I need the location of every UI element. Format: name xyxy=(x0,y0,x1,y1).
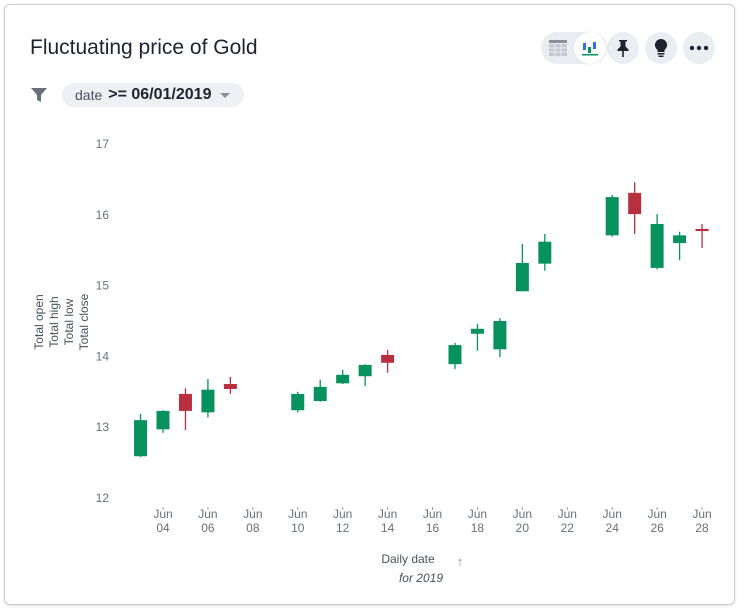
candle-body xyxy=(673,235,687,244)
filter-value: >= 06/01/2019 xyxy=(108,86,212,103)
table-view-button[interactable] xyxy=(542,32,574,64)
x-tick-month: Jun xyxy=(378,507,397,521)
filter-icon[interactable] xyxy=(31,87,47,103)
candle-2019-06-12[interactable] xyxy=(336,369,350,385)
y-axis-label-close: Total close xyxy=(77,293,91,350)
candle-2019-06-05[interactable] xyxy=(178,388,192,431)
sort-ascending-icon[interactable]: ↑ xyxy=(457,554,464,569)
chevron-down-icon xyxy=(220,92,231,98)
candle-2019-06-25[interactable] xyxy=(628,182,642,234)
view-toggle[interactable] xyxy=(541,32,607,64)
candle-2019-06-14[interactable] xyxy=(381,350,395,373)
y-tick-label: 14 xyxy=(96,349,110,363)
candle-body xyxy=(178,393,192,411)
y-axis-label-low: Total low xyxy=(62,298,76,345)
x-tick-day: 12 xyxy=(336,521,350,535)
x-axis-label: Daily date xyxy=(381,552,435,566)
lightbulb-icon xyxy=(654,38,668,57)
candle-body xyxy=(605,197,619,236)
filter-field: date xyxy=(75,87,103,103)
x-tick-day: 18 xyxy=(471,521,485,535)
candle-2019-06-21[interactable] xyxy=(538,233,552,271)
pin-button[interactable] xyxy=(607,32,639,64)
candle-body xyxy=(313,386,327,402)
x-tick-month: Jun xyxy=(603,507,622,521)
x-tick-month: Jun xyxy=(288,507,307,521)
candle-body xyxy=(156,410,170,430)
candle-2019-06-04[interactable] xyxy=(156,410,170,433)
candle-2019-06-28[interactable] xyxy=(695,224,709,249)
pin-icon xyxy=(617,40,629,57)
y-axis-label-open: Total open xyxy=(32,294,46,349)
candle-body xyxy=(448,345,462,365)
x-tick-day: 20 xyxy=(516,521,530,535)
candle-body xyxy=(336,374,350,384)
chart-icon xyxy=(582,42,598,56)
date-filter-chip[interactable]: date >= 06/01/2019 xyxy=(62,83,245,107)
y-tick-label: 12 xyxy=(96,491,110,505)
candle-body xyxy=(515,262,529,292)
x-tick-day: 24 xyxy=(606,521,620,535)
page-title: Fluctuating price of Gold xyxy=(30,36,258,59)
y-tick-label: 16 xyxy=(96,208,110,222)
x-tick-day: 08 xyxy=(246,521,260,535)
candle-body xyxy=(538,241,552,264)
candle-2019-06-18[interactable] xyxy=(470,323,484,351)
chart-view-button[interactable] xyxy=(574,32,606,64)
y-tick-label: 13 xyxy=(96,420,110,434)
candle-2019-06-27[interactable] xyxy=(673,231,687,261)
x-tick-month: Jun xyxy=(558,507,577,521)
candle-body xyxy=(381,354,395,363)
candle-2019-06-19[interactable] xyxy=(493,318,507,358)
x-tick-day: 04 xyxy=(156,521,170,535)
y-tick-label: 15 xyxy=(96,279,110,293)
candle-body xyxy=(650,224,664,268)
candle-2019-06-13[interactable] xyxy=(358,364,372,387)
candle-body xyxy=(695,228,709,232)
candle-2019-06-06[interactable] xyxy=(201,379,215,418)
candle-body xyxy=(134,420,148,457)
x-tick-month: Jun xyxy=(513,507,532,521)
y-tick-label: 17 xyxy=(96,137,110,151)
table-icon xyxy=(549,40,567,56)
more-icon xyxy=(689,45,709,51)
insights-button[interactable] xyxy=(645,32,677,64)
x-tick-day: 06 xyxy=(201,521,215,535)
candle-body xyxy=(493,321,507,350)
candle-body xyxy=(291,393,305,411)
candle-2019-06-11[interactable] xyxy=(313,379,327,402)
candle-2019-06-17[interactable] xyxy=(448,342,462,370)
x-tick-month: Jun xyxy=(153,507,172,521)
candle-2019-06-20[interactable] xyxy=(515,243,529,292)
candle-2019-06-03[interactable] xyxy=(134,413,148,457)
x-tick-month: Jun xyxy=(243,507,262,521)
x-tick-day: 22 xyxy=(561,521,575,535)
x-tick-month: Jun xyxy=(647,507,666,521)
x-tick-day: 26 xyxy=(650,521,664,535)
x-tick-day: 16 xyxy=(426,521,440,535)
candle-2019-06-07[interactable] xyxy=(223,376,237,394)
candle-body xyxy=(628,192,642,215)
x-tick-month: Jun xyxy=(692,507,711,521)
candle-body xyxy=(223,384,237,389)
x-tick-day: 28 xyxy=(695,521,709,535)
more-options-button[interactable] xyxy=(683,32,715,64)
candle-body xyxy=(201,389,215,413)
candle-2019-06-24[interactable] xyxy=(605,194,619,237)
y-axis-label-high: Total high xyxy=(47,296,61,347)
x-tick-month: Jun xyxy=(333,507,352,521)
x-tick-month: Jun xyxy=(198,507,217,521)
candle-body xyxy=(470,328,484,334)
x-tick-month: Jun xyxy=(423,507,442,521)
x-tick-day: 14 xyxy=(381,521,395,535)
x-tick-day: 10 xyxy=(291,521,305,535)
x-tick-month: Jun xyxy=(468,507,487,521)
candle-2019-06-26[interactable] xyxy=(650,214,664,270)
x-axis-sublabel: for 2019 xyxy=(399,571,443,585)
candle-body xyxy=(358,364,372,377)
candle-2019-06-10[interactable] xyxy=(291,391,305,413)
